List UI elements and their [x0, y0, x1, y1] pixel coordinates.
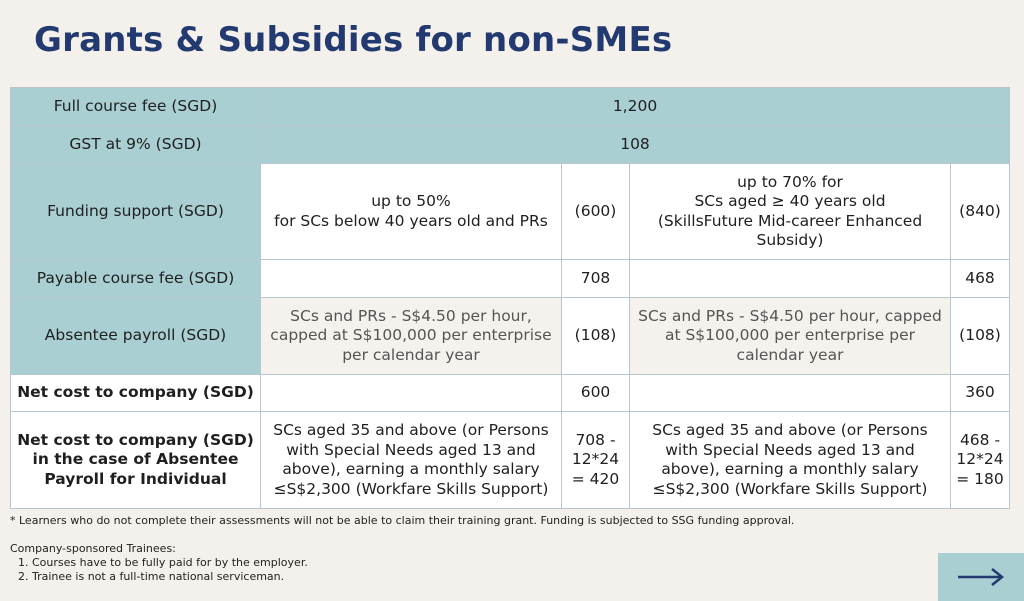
company-sponsored-note: Company-sponsored Trainees: Courses have… [10, 542, 308, 584]
funding-option-1: up to 50% for SCs below 40 years old and… [260, 163, 562, 260]
funding-option-2: up to 70% for SCs aged ≥ 40 years old (S… [629, 163, 951, 260]
full-fee-value: 1,200 [260, 87, 1010, 126]
gst-label: GST at 9% (SGD) [10, 125, 261, 164]
funding-amount-2: (840) [950, 163, 1010, 260]
payable-label: Payable course fee (SGD) [10, 259, 261, 298]
row-full-fee: Full course fee (SGD) 1,200 [10, 87, 1010, 126]
absentee-desc-1: SCs and PRs - S$4.50 per hour, capped at… [260, 297, 562, 375]
net-cost-label: Net cost to company (SGD) [10, 374, 261, 412]
net-cost-amount-1: 600 [561, 374, 630, 412]
absentee-amount-1: (108) [561, 297, 630, 375]
funding-option-1-line-2: for SCs below 40 years old and PRs [274, 211, 548, 230]
payable-amount-1: 708 [561, 259, 630, 298]
row-net-individual: Net cost to company (SGD) in the case of… [10, 411, 1010, 509]
net-cost-empty-2 [629, 374, 951, 412]
funding-label: Funding support (SGD) [10, 163, 261, 260]
payable-empty-1 [260, 259, 562, 298]
company-heading: Company-sponsored Trainees: [10, 542, 176, 555]
funding-option-2-line-1: up to 70% for [737, 172, 843, 191]
arrow-right-icon [958, 568, 1005, 586]
company-conditions-list: Courses have to be fully paid for by the… [10, 556, 308, 584]
list-item: Trainee is not a full-time national serv… [32, 570, 308, 584]
row-net-cost: Net cost to company (SGD) 600 360 [10, 374, 1010, 412]
funding-option-2-line-2: SCs aged ≥ 40 years old [694, 192, 886, 210]
page-title: Grants & Subsidies for non-SMEs [34, 20, 673, 60]
footnote: * Learners who do not complete their ass… [10, 514, 795, 527]
list-item: Courses have to be fully paid for by the… [32, 556, 308, 570]
payable-amount-2: 468 [950, 259, 1010, 298]
net-individual-amount-1: 708 - 12*24 = 420 [561, 411, 630, 509]
net-cost-amount-2: 360 [950, 374, 1010, 412]
payable-empty-2 [629, 259, 951, 298]
absentee-amount-2: (108) [950, 297, 1010, 375]
row-payable: Payable course fee (SGD) 708 468 [10, 259, 1010, 298]
net-individual-amount-2: 468 - 12*24 = 180 [950, 411, 1010, 509]
net-cost-empty-1 [260, 374, 562, 412]
funding-amount-1: (600) [561, 163, 630, 260]
funding-option-1-line-1: up to 50% [371, 192, 451, 210]
row-gst: GST at 9% (SGD) 108 [10, 125, 1010, 164]
next-button[interactable] [938, 553, 1024, 601]
absentee-label: Absentee payroll (SGD) [10, 297, 261, 375]
net-individual-desc-2: SCs aged 35 and above (or Persons with S… [629, 411, 951, 509]
row-funding: Funding support (SGD) up to 50% for SCs … [10, 163, 1010, 260]
net-individual-desc-1: SCs aged 35 and above (or Persons with S… [260, 411, 562, 509]
funding-option-2-line-3: (SkillsFuture Mid-career Enhanced Subsid… [657, 211, 923, 250]
full-fee-label: Full course fee (SGD) [10, 87, 261, 126]
row-absentee: Absentee payroll (SGD) SCs and PRs - S$4… [10, 297, 1010, 375]
grants-table: Full course fee (SGD) 1,200 GST at 9% (S… [10, 87, 1010, 509]
absentee-desc-2: SCs and PRs - S$4.50 per hour, capped at… [629, 297, 951, 375]
net-individual-label: Net cost to company (SGD) in the case of… [10, 411, 261, 509]
gst-value: 108 [260, 125, 1010, 164]
